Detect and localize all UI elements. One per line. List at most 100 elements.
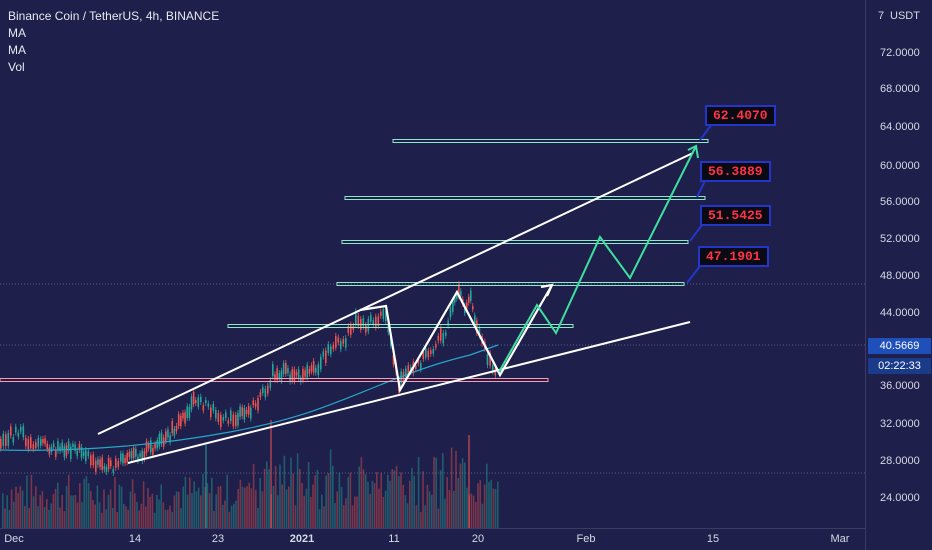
- candle-body: [377, 316, 380, 326]
- volume-bar: [424, 505, 426, 528]
- upper-trendline: [97, 152, 694, 435]
- volume-bar: [65, 485, 68, 528]
- target-connector: [686, 265, 701, 284]
- volume-bar: [406, 503, 409, 528]
- time-axis[interactable]: Dec 14 23 2021 11 20 Feb 15 Mar: [0, 528, 865, 550]
- volume-bar: [120, 486, 123, 528]
- volume-bar: [162, 502, 165, 528]
- volume-bar: [50, 503, 52, 528]
- price-tick-label: 32.0000: [880, 418, 920, 430]
- volume-bar: [307, 461, 310, 528]
- candle-body: [232, 414, 235, 427]
- volume-bar: [417, 457, 420, 528]
- resistance-level-line: [227, 324, 574, 328]
- volume-bar: [193, 481, 195, 528]
- volume-bar: [24, 505, 26, 528]
- volume-bar: [101, 512, 103, 528]
- candle-body: [252, 400, 254, 405]
- ma-indicator-1[interactable]: MA: [8, 26, 26, 40]
- candle-body: [124, 457, 126, 464]
- candle-body: [486, 354, 489, 366]
- candle-body: [150, 440, 152, 453]
- volume-bar: [470, 493, 473, 528]
- candle-body: [32, 444, 35, 450]
- time-tick-label: Feb: [576, 533, 596, 545]
- symbol-title[interactable]: Binance Coin / TetherUS, 4h, BINANCE: [8, 9, 220, 23]
- volume-bar: [211, 477, 213, 528]
- candle-body: [302, 368, 304, 381]
- volume-bar: [453, 490, 455, 528]
- ma-indicator-2[interactable]: MA: [8, 43, 26, 57]
- volume-indicator[interactable]: Vol: [8, 60, 25, 74]
- volume-bar: [415, 505, 418, 528]
- volume-bar: [466, 487, 468, 528]
- candle-body: [425, 348, 427, 358]
- volume-bar: [288, 486, 290, 528]
- volume-bar: [197, 487, 200, 528]
- chart-canvas[interactable]: [0, 0, 865, 528]
- target-connector: [689, 224, 703, 242]
- candle-body: [267, 385, 269, 394]
- candle-body: [293, 369, 296, 382]
- candle-body: [365, 325, 367, 333]
- volume-bar: [213, 510, 215, 528]
- volume-bar: [437, 508, 440, 528]
- candle-body: [375, 316, 377, 328]
- candle-body: [317, 364, 320, 376]
- time-tick-label: Dec: [4, 533, 24, 545]
- candle-body: [342, 338, 345, 344]
- candle-body: [245, 410, 248, 414]
- volume-bar: [41, 491, 44, 528]
- candle-body: [122, 453, 124, 464]
- volume-bar: [321, 494, 323, 528]
- volume-bar: [76, 502, 79, 528]
- current-price-badge: 40.5669: [868, 338, 931, 354]
- candle-body: [297, 369, 300, 379]
- target-connector: [696, 180, 706, 198]
- volume-bar: [178, 491, 180, 528]
- candle-body: [173, 428, 176, 436]
- volume-bar: [164, 509, 167, 528]
- candle-body: [207, 403, 210, 407]
- volume-bar: [19, 486, 22, 528]
- price-axis[interactable]: 7 USDT 72.0000 68.0000 64.0000 60.0000 56.00…: [865, 0, 932, 550]
- volume-bar: [457, 478, 459, 528]
- volume-bar: [79, 483, 81, 528]
- volume-bar: [497, 481, 499, 528]
- volume-bar: [48, 509, 50, 528]
- volume-bar: [151, 493, 154, 528]
- chart-pane[interactable]: Binance Coin / TetherUS, 4h, BINANCE MA …: [0, 0, 865, 528]
- candle-body: [239, 406, 241, 417]
- volume-bar: [334, 502, 336, 528]
- volume-bar: [257, 507, 259, 528]
- volume-bar: [131, 479, 134, 528]
- candle-body: [405, 368, 407, 378]
- volume-bar: [488, 481, 490, 528]
- candle-body: [48, 447, 51, 455]
- volume-bar: [402, 485, 404, 528]
- volume-bar: [200, 495, 202, 528]
- candle-body: [171, 420, 174, 434]
- volume-bar: [105, 509, 107, 528]
- volume-bar: [206, 482, 209, 528]
- candle-body: [325, 350, 327, 364]
- candle-body: [259, 391, 262, 398]
- candle-body: [345, 338, 347, 348]
- candle-body: [407, 365, 410, 374]
- volume-bar: [305, 488, 308, 528]
- candle-body: [103, 466, 106, 470]
- volume-bar: [263, 468, 266, 528]
- candle-body: [217, 412, 220, 422]
- candle-body: [241, 407, 244, 417]
- price-tick-label: 52.0000: [880, 233, 920, 245]
- candle-body: [474, 315, 476, 325]
- volume-bar: [125, 506, 127, 528]
- volume-bar: [435, 457, 437, 528]
- volume-bar: [167, 509, 169, 528]
- volume-bar: [32, 496, 35, 528]
- currency-label[interactable]: USDT: [890, 10, 920, 22]
- candle-body: [156, 440, 159, 449]
- volume-bar: [446, 477, 448, 528]
- volume-bar: [349, 472, 352, 528]
- volume-bar: [26, 475, 28, 528]
